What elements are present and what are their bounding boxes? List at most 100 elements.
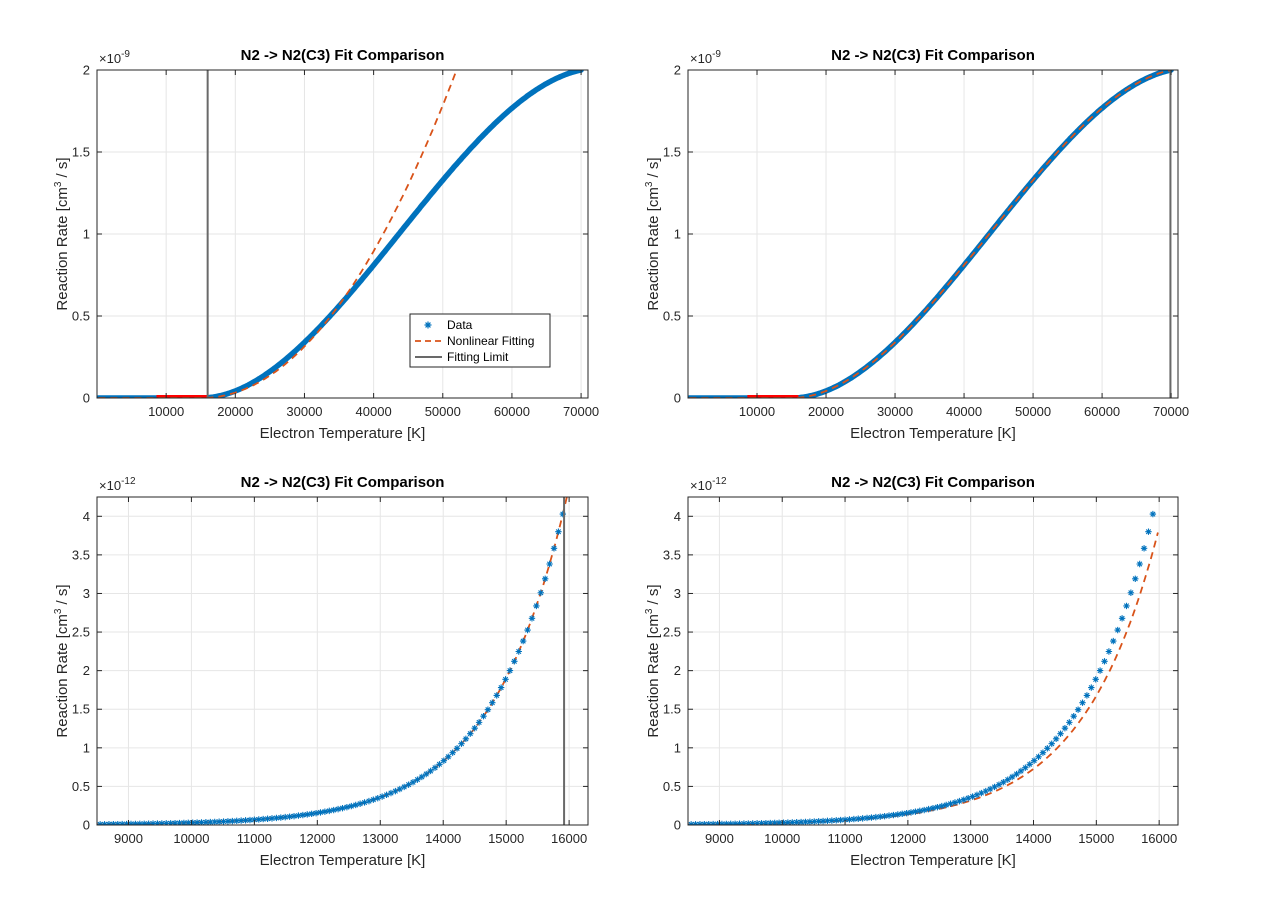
data-point (709, 820, 717, 825)
data-point (237, 817, 245, 824)
data-point (925, 805, 932, 813)
y-tick-label: 1.5 (663, 702, 681, 717)
data-point (537, 589, 544, 596)
data-point (753, 820, 761, 825)
x-axis-label: Electron Temperature [K] (850, 852, 1016, 869)
y-tick-label: 2 (674, 63, 681, 78)
legend-entry-data: Data (447, 318, 473, 332)
x-tick-label: 10000 (764, 831, 800, 846)
y-tick-label: 1 (674, 740, 681, 755)
data-point (123, 820, 130, 825)
x-tick-label: 20000 (808, 404, 844, 419)
data-point (233, 817, 240, 825)
data-point (903, 809, 910, 817)
fit-curve (98, 70, 458, 398)
y-tick-label: 1.5 (663, 145, 681, 160)
chart-panel-1: 10000 20000 30000 40000 50000 60000 70000 0 0.5 1… (53, 47, 599, 442)
x-tick-label: 11000 (237, 831, 272, 846)
x-tick-label: 70000 (1153, 404, 1189, 419)
data-point (951, 799, 959, 806)
x-tick-label: 10000 (739, 404, 775, 419)
data-point (877, 813, 884, 820)
data-point (180, 819, 188, 825)
data-point (489, 699, 496, 706)
data-point (555, 528, 562, 535)
data-point (1061, 724, 1069, 732)
x-tick-label: 50000 (425, 404, 461, 419)
data-point (343, 803, 351, 811)
x-tick-label: 12000 (890, 831, 926, 846)
data-point (114, 820, 121, 825)
data-point (1048, 740, 1055, 747)
y-tick-label: 4 (674, 509, 681, 524)
y-tick-label: 1 (674, 227, 681, 242)
chart-title: N2 -> N2(C3) Fit Comparison (831, 474, 1035, 491)
data-point (229, 817, 236, 825)
data-point (374, 794, 381, 802)
x-tick-label: 40000 (946, 404, 982, 419)
data-point (811, 818, 818, 825)
y-tick-label: 0 (674, 818, 681, 833)
data-point (762, 819, 770, 825)
y-tick-label: 0.5 (663, 779, 681, 794)
y-tick-label: 0 (83, 391, 90, 406)
data-point (1088, 684, 1095, 691)
y-tick-label: 0 (83, 818, 90, 833)
x-tick-label: 30000 (877, 404, 913, 419)
chart-panel-4: 9000 10000 11000 12000 13000 14000 15000 16000 0… (644, 474, 1179, 869)
data-series (97, 70, 584, 398)
y-tick-label: 1 (83, 227, 90, 242)
data-point (1083, 692, 1091, 699)
data-point (277, 814, 285, 821)
data-point (251, 816, 258, 823)
data-point (692, 821, 699, 825)
data-point (947, 800, 954, 807)
data-point (215, 818, 223, 825)
data-point (956, 797, 963, 805)
data-point (400, 783, 408, 791)
fit-curve (689, 70, 1171, 398)
x-axis-label: Electron Temperature [K] (260, 852, 426, 869)
data-point (370, 796, 377, 803)
x-tick-label: 20000 (217, 404, 253, 419)
y-exponent-base: ×10 (99, 478, 121, 493)
data-point (484, 706, 492, 713)
data-point (1114, 626, 1121, 634)
data-point (352, 801, 359, 809)
y-tick-label: 4 (83, 509, 90, 524)
data-point (409, 779, 417, 786)
x-tick-label: 13000 (953, 831, 989, 846)
data-point (427, 767, 434, 775)
y-tick-label: 2 (83, 63, 90, 78)
data-point (356, 800, 364, 807)
data-point (361, 799, 368, 806)
data-point (749, 820, 756, 825)
data-point (317, 809, 324, 816)
data-point (1092, 676, 1099, 683)
legend-box (409, 313, 551, 368)
data-point (701, 820, 708, 825)
data-point (1030, 757, 1038, 764)
y-exponent: ×10-9 (99, 49, 130, 66)
data-point (414, 776, 421, 783)
data-series (688, 510, 1157, 825)
data-point (1101, 658, 1108, 665)
data-point (1136, 560, 1143, 568)
data-point (688, 821, 695, 825)
legend-data-marker (424, 321, 432, 329)
data-point (136, 820, 144, 825)
data-point (995, 781, 1003, 788)
y-tick-label: 0 (674, 391, 681, 406)
data-point (141, 820, 148, 825)
data-point (502, 676, 509, 683)
y-exponent: ×10-9 (690, 49, 721, 66)
data-point (912, 808, 919, 815)
data-point (1013, 770, 1020, 778)
chart-panel-3: 9000 10000 11000 12000 13000 14000 15000 16000 0… (53, 474, 589, 869)
x-tick-label: 30000 (286, 404, 322, 419)
data-point (986, 785, 994, 793)
data-point (982, 787, 989, 795)
data-point (154, 820, 161, 825)
y-exponent-base: ×10 (690, 478, 712, 493)
legend-entry-limit: Fitting Limit (447, 350, 509, 364)
